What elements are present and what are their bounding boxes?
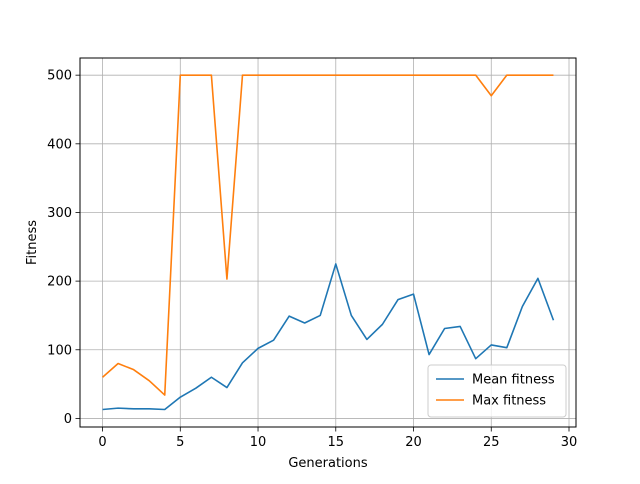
series-lines bbox=[102, 74, 555, 411]
plot-frame bbox=[79, 57, 577, 428]
legend-label: Mean fitness bbox=[472, 373, 555, 388]
y-tick-label: 400 bbox=[47, 137, 72, 152]
x-tick-label: 5 bbox=[176, 435, 184, 450]
x-tick-label: 0 bbox=[98, 435, 106, 450]
legend-label: Max fitness bbox=[472, 394, 546, 409]
y-tick-label: 300 bbox=[47, 206, 72, 221]
legend: Mean fitness Max fitness bbox=[427, 364, 567, 418]
series-line-max-fitness bbox=[102, 74, 554, 396]
y-tick-label: 0 bbox=[64, 412, 72, 427]
x-tick-label: 30 bbox=[561, 435, 578, 450]
x-tick-label: 15 bbox=[328, 435, 345, 450]
x-tick-label: 10 bbox=[250, 435, 267, 450]
x-tick-label: 20 bbox=[405, 435, 422, 450]
y-axis-label: Fitness bbox=[25, 220, 40, 265]
y-tick-label: 500 bbox=[47, 69, 72, 84]
legend-box bbox=[427, 364, 567, 418]
y-tick-label: 100 bbox=[47, 343, 72, 358]
series-line-mean-fitness bbox=[102, 263, 555, 411]
x-tick-label: 25 bbox=[483, 435, 500, 450]
y-tick-label: 200 bbox=[47, 275, 72, 290]
x-axis-label: Generations bbox=[288, 456, 368, 471]
